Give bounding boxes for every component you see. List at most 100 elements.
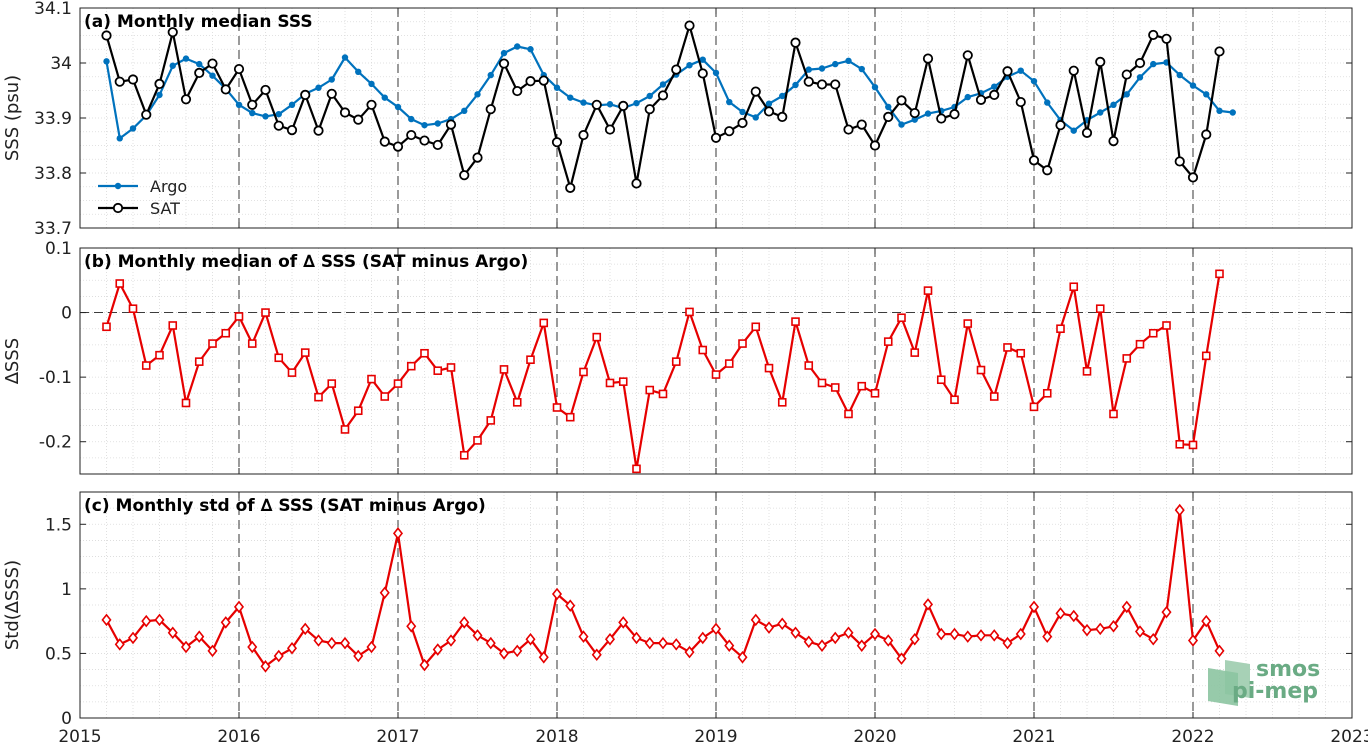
data-point xyxy=(989,629,1000,642)
data-point xyxy=(326,88,337,99)
data-point xyxy=(962,630,973,643)
data-point xyxy=(790,626,801,640)
data-point xyxy=(1134,625,1146,638)
data-point xyxy=(1068,609,1079,623)
chart-panel-a: 33.7 33.8 33.9 34 34.1 SSS (psu) (a) Monthly m… xyxy=(2,0,1353,239)
y-tick-label: 0.5 xyxy=(45,644,72,664)
plot-frame xyxy=(79,491,1353,719)
data-point xyxy=(486,416,496,425)
x-tick-label: 2015 xyxy=(58,727,101,745)
data-point xyxy=(527,46,534,53)
data-point xyxy=(180,640,192,654)
data-point xyxy=(286,641,298,655)
data-point xyxy=(393,379,403,388)
logo-text-pi-mep: pi-mep xyxy=(1232,679,1318,704)
smos-pi-mep-logo: smos pi-mep xyxy=(1208,657,1320,706)
data-point xyxy=(1095,622,1106,636)
legend: Argo SAT xyxy=(98,177,187,218)
data-point xyxy=(394,103,402,111)
data-point xyxy=(699,56,706,63)
data-point xyxy=(816,639,828,652)
data-point xyxy=(1109,409,1118,419)
data-point xyxy=(779,92,786,100)
data-point xyxy=(936,375,946,385)
data-point xyxy=(261,308,270,317)
data-point xyxy=(883,337,893,346)
data-point xyxy=(1161,605,1172,619)
data-point xyxy=(1015,627,1026,641)
data-point xyxy=(275,110,282,118)
y-tick-label: 34.1 xyxy=(34,0,72,19)
data-point xyxy=(459,616,470,629)
data-point xyxy=(644,636,655,650)
data-point xyxy=(1081,127,1093,138)
data-point xyxy=(525,632,536,646)
data-point xyxy=(459,450,469,460)
y-tick-label: 33.9 xyxy=(34,109,72,129)
data-point xyxy=(883,111,894,123)
data-point xyxy=(498,647,510,660)
data-point xyxy=(472,152,483,163)
data-point xyxy=(1069,282,1079,292)
data-point xyxy=(949,627,960,641)
y-tick-label: 33.7 xyxy=(34,219,72,239)
x-tick-label: 2020 xyxy=(853,727,896,745)
data-point xyxy=(646,92,653,100)
data-point xyxy=(764,363,774,373)
data-point xyxy=(114,76,125,87)
data-point xyxy=(1082,367,1092,376)
data-point xyxy=(167,626,178,640)
data-point xyxy=(869,140,881,151)
data-point xyxy=(1174,503,1185,517)
data-point xyxy=(154,78,165,90)
y-axis-label: ∆SSS xyxy=(2,338,23,385)
data-point xyxy=(844,409,853,419)
data-point xyxy=(233,63,245,75)
legend-item-sat: SAT xyxy=(98,199,180,218)
data-point xyxy=(432,643,443,656)
data-point xyxy=(485,104,496,115)
data-point xyxy=(300,89,311,101)
data-point xyxy=(697,631,708,645)
legend-item-argo: Argo xyxy=(98,177,187,196)
data-point xyxy=(367,374,376,384)
data-point xyxy=(220,84,231,95)
logo-mark-front xyxy=(1208,668,1238,706)
data-point xyxy=(273,649,284,663)
data-point xyxy=(1175,439,1185,449)
data-point xyxy=(408,115,415,123)
data-point xyxy=(803,635,814,649)
data-point xyxy=(1148,632,1159,646)
data-point xyxy=(738,339,747,348)
data-point xyxy=(1189,82,1197,89)
plot-frame xyxy=(79,7,1353,229)
data-point xyxy=(102,322,111,332)
data-point xyxy=(313,125,324,136)
data-point xyxy=(286,125,298,136)
data-point xyxy=(512,398,522,407)
data-point xyxy=(1042,388,1052,398)
data-point xyxy=(1188,440,1198,450)
data-point xyxy=(975,629,987,642)
data-point xyxy=(936,627,947,641)
data-point xyxy=(207,644,218,658)
data-point xyxy=(991,83,998,90)
data-point xyxy=(830,79,841,90)
data-point xyxy=(712,69,720,77)
y-axis: -0.2 -0.1 0 0.1 xyxy=(39,239,1353,474)
data-point xyxy=(116,135,123,142)
data-point xyxy=(474,91,481,98)
data-point xyxy=(777,398,787,407)
data-point xyxy=(445,634,457,647)
data-point xyxy=(1017,67,1024,74)
data-point xyxy=(326,636,337,650)
data-point xyxy=(922,53,934,64)
data-point xyxy=(552,403,562,412)
data-point xyxy=(446,363,456,372)
data-point xyxy=(287,368,297,377)
data-point xyxy=(817,378,827,388)
data-point xyxy=(606,101,614,108)
data-point xyxy=(631,178,642,189)
legend-label: Argo xyxy=(150,177,187,196)
x-tick-label: 2022 xyxy=(1171,727,1214,745)
